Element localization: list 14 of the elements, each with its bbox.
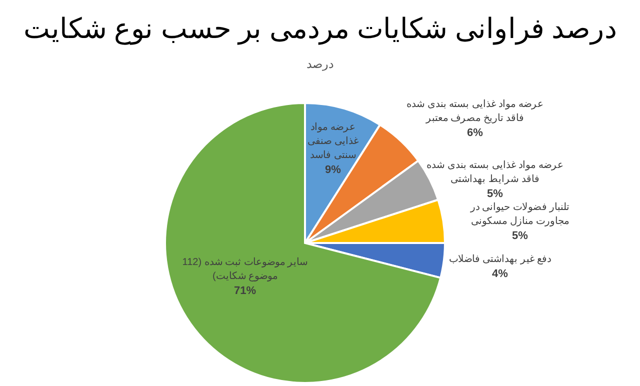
slice-label: تلنبار فضولات حیوانی در مجاورت منازل مسکونی xyxy=(469,202,570,227)
slice-label: دفع غیر بهداشتی فاضلاب xyxy=(448,254,552,265)
data-label: 71% xyxy=(234,285,256,297)
chart-title: درصد فراوانی شکایات مردمی بر حسب نوع شکایت xyxy=(23,13,617,45)
slice-label: سایر موضوعات ثبت شده (112 موضوع شکایت) xyxy=(182,257,308,282)
data-label: 4% xyxy=(492,268,508,280)
data-label: 5% xyxy=(487,188,504,200)
chart-subtitle: درصد xyxy=(306,57,334,71)
slice-label: عرضه مواد غذایی بسته بندی شده فاقد شرایط بهداشتی xyxy=(426,160,564,185)
data-label: 9% xyxy=(325,164,342,176)
data-label: 5% xyxy=(512,230,528,242)
slice-label: عرضه مواد غذایی بسته بندی شده فاقد تاریخ مصرف معتبر xyxy=(406,99,544,124)
slice-label: عرضه مواد غذایی صنفی سنتی فاسد xyxy=(308,122,358,161)
data-label: 6% xyxy=(467,127,484,139)
